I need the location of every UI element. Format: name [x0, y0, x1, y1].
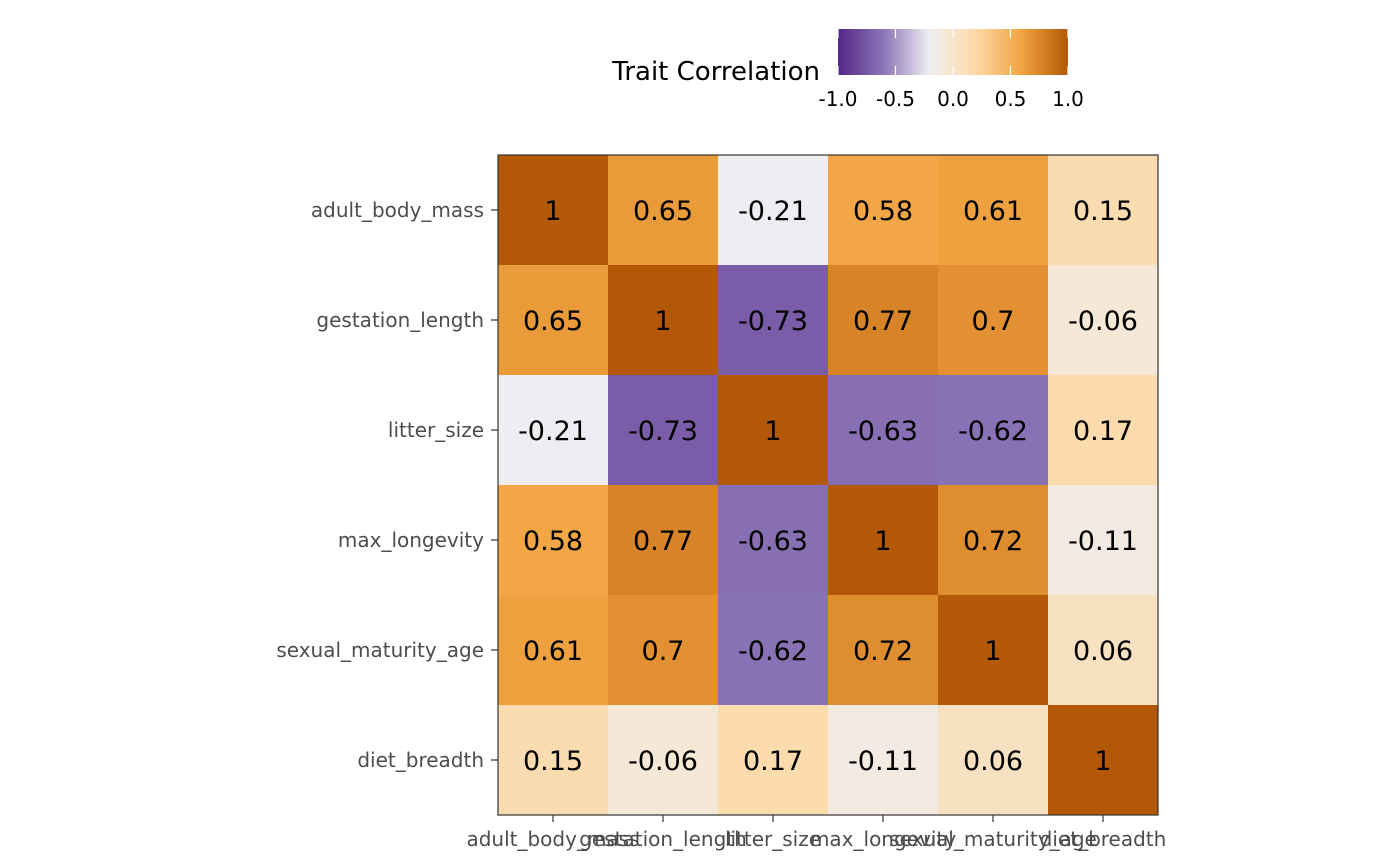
cell-value-label: 0.15: [1073, 196, 1133, 227]
cell-value-label: -0.11: [848, 746, 918, 777]
heatmap-cell: [498, 155, 609, 266]
cell-value-label: -0.63: [738, 526, 808, 557]
cell-value-label: -0.73: [738, 306, 808, 337]
cell-value-label: 0.58: [523, 526, 583, 557]
cell-value-label: 1: [544, 196, 561, 227]
heatmap-cell: [1048, 595, 1159, 706]
x-axis: adult_body_massgestation_lengthlitter_si…: [466, 815, 1166, 851]
cell-value-label: -0.62: [738, 636, 808, 667]
heatmap-cell: [938, 265, 1049, 376]
heatmap-cell: [828, 155, 939, 266]
cell-value-label: -0.63: [848, 416, 918, 447]
legend: Trait Correlation -1.0 -0.5 0.0 0.5 1.0: [611, 29, 1084, 111]
heatmap-cell: [938, 485, 1049, 596]
heatmap-cell: [498, 595, 609, 706]
legend-tick-label: -1.0: [818, 87, 857, 111]
heatmap-cell: [718, 375, 829, 486]
heatmap-cell: [1048, 375, 1159, 486]
cell-value-label: 0.06: [963, 746, 1023, 777]
cell-value-label: 0.77: [853, 306, 913, 337]
cell-value-label: 0.72: [853, 636, 913, 667]
cell-value-label: 0.17: [743, 746, 803, 777]
heatmap-cell: [498, 375, 609, 486]
heatmap-cell: [828, 485, 939, 596]
y-tick-label: litter_size: [388, 418, 484, 442]
y-tick-label: diet_breadth: [357, 748, 484, 772]
cell-value-label: -0.21: [738, 196, 808, 227]
y-tick-label: gestation_length: [316, 308, 484, 332]
heatmap-cell: [608, 265, 719, 376]
cell-value-label: -0.21: [518, 416, 588, 447]
cell-value-label: -0.11: [1068, 526, 1138, 557]
cell-value-label: 1: [654, 306, 671, 337]
x-tick-label: litter_size: [725, 827, 821, 851]
heatmap-cell: [498, 485, 609, 596]
cell-value-label: 0.65: [633, 196, 693, 227]
cell-value-label: 0.58: [853, 196, 913, 227]
heatmap-cell: [498, 705, 609, 816]
legend-tick-label: 1.0: [1052, 87, 1084, 111]
y-tick-label: max_longevity: [338, 528, 484, 552]
heatmap-cell: [608, 705, 719, 816]
cell-value-label: 0.61: [523, 636, 583, 667]
heatmap-cell: [1048, 155, 1159, 266]
y-tick-label: sexual_maturity_age: [276, 638, 484, 662]
y-tick-label: adult_body_mass: [311, 198, 484, 222]
cell-value-label: -0.62: [958, 416, 1028, 447]
heatmap-cell: [1048, 705, 1159, 816]
heatmap-cell: [938, 595, 1049, 706]
x-tick-label: adult_body_mass: [466, 827, 639, 851]
heatmap-cell: [938, 705, 1049, 816]
heatmap-cell: [938, 375, 1049, 486]
heatmap-cell: [828, 595, 939, 706]
cell-value-label: 0.17: [1073, 416, 1133, 447]
x-tick-label: max_longevity: [810, 827, 956, 851]
heatmap-cell: [718, 705, 829, 816]
heatmap-cell: [828, 375, 939, 486]
y-axis: adult_body_mass gestation_length litter_si…: [276, 198, 498, 772]
cell-value-label: 0.61: [963, 196, 1023, 227]
x-tick-label: sexual_maturity_age: [889, 827, 1097, 851]
heatmap-cell: [828, 265, 939, 376]
cell-value-label: 1: [764, 416, 781, 447]
cell-value-label: 0.06: [1073, 636, 1133, 667]
heatmap-cell: [718, 265, 829, 376]
heatmap-cells: 1 0.65 -0.21 0.58 0.61 0.15 0.65 1 -0.73 0.77 0.7 -…: [498, 155, 1159, 816]
cell-value-label: 0.72: [963, 526, 1023, 557]
cell-value-label: 1: [1094, 746, 1111, 777]
legend-title: Trait Correlation: [611, 57, 820, 87]
x-tick-label: gestation_length: [579, 827, 747, 851]
cell-value-label: 0.7: [972, 306, 1015, 337]
legend-tick-label: 0.0: [937, 87, 969, 111]
heatmap-cell: [608, 485, 719, 596]
panel-border: [497, 154, 1159, 816]
heatmap-cell: [498, 265, 609, 376]
cell-value-label: 0.7: [642, 636, 685, 667]
heatmap-cell: [608, 375, 719, 486]
x-tick-label: diet_breadth: [1040, 827, 1167, 851]
heatmap-cell: [1048, 485, 1159, 596]
cell-value-label: 1: [984, 636, 1001, 667]
heatmap-cell: [718, 155, 829, 266]
heatmap-cell: [828, 705, 939, 816]
cell-value-label: 0.77: [633, 526, 693, 557]
cell-value-label: -0.73: [628, 416, 698, 447]
heatmap-cell: [608, 595, 719, 706]
cell-value-label: 1: [874, 526, 891, 557]
heatmap-cell: [1048, 265, 1159, 376]
cell-value-label: -0.06: [628, 746, 698, 777]
cell-value-label: 0.65: [523, 306, 583, 337]
heatmap-cell: [608, 155, 719, 266]
heatmap-cell: [718, 485, 829, 596]
heatmap-cell: [938, 155, 1049, 266]
heatmap-cell: [718, 595, 829, 706]
cell-value-label: 0.15: [523, 746, 583, 777]
legend-tick-label: -0.5: [876, 87, 915, 111]
cell-value-label: -0.06: [1068, 306, 1138, 337]
legend-tick-label: 0.5: [995, 87, 1027, 111]
